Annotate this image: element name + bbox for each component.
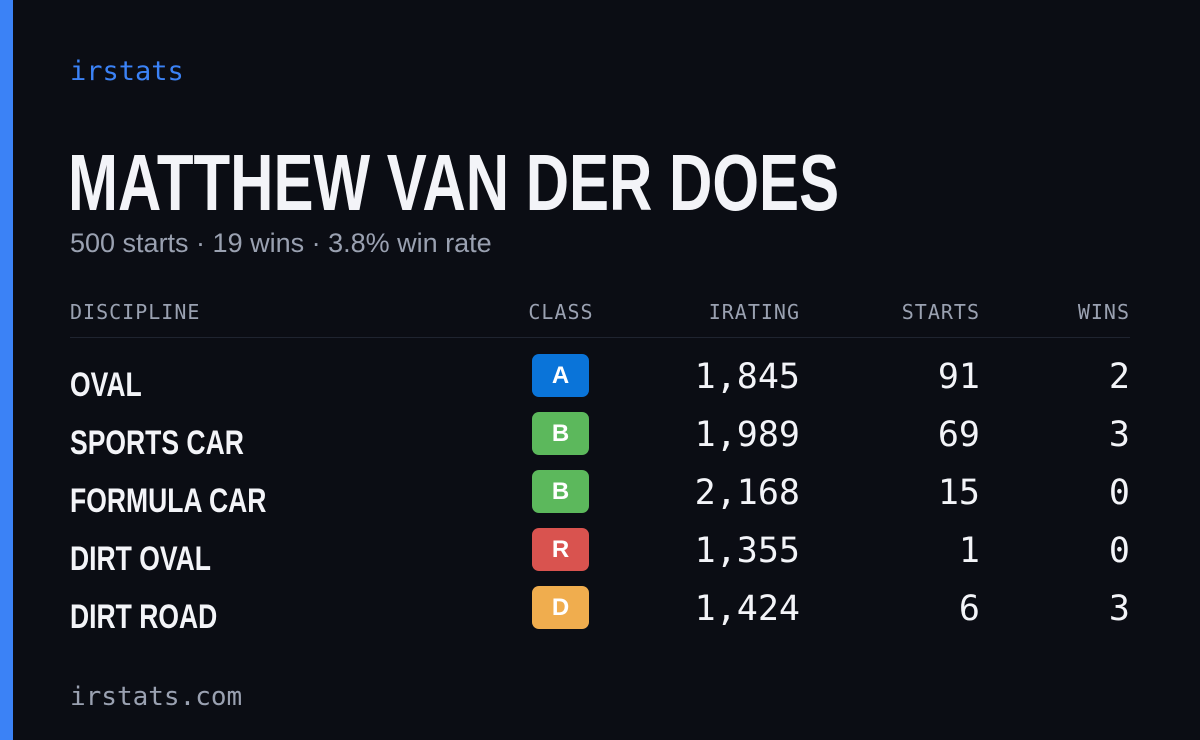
license-class-badge: B <box>532 412 589 455</box>
starts-value: 15 <box>937 473 980 513</box>
discipline-name: FORMULA CAR <box>70 482 267 520</box>
player-name: MATTHEW VAN DER DOES <box>68 138 840 227</box>
discipline-name: DIRT OVAL <box>70 540 211 578</box>
irating-value: 1,845 <box>694 357 800 397</box>
starts-value: 69 <box>937 415 980 455</box>
table-header: DISCIPLINE CLASS IRATING STARTS WINS <box>70 300 1130 338</box>
irating-value: 1,989 <box>694 415 800 455</box>
irating-value: 2,168 <box>694 473 800 513</box>
discipline-name: DIRT ROAD <box>70 598 218 636</box>
footer-url: irstats.com <box>70 682 243 712</box>
column-header-wins: WINS <box>1077 300 1130 324</box>
career-summary: 500 starts · 19 wins · 3.8% win rate <box>70 228 492 258</box>
discipline-table: OVAL A 1,845 91 2 SPORTS CAR B 1,989 69 … <box>70 353 1130 643</box>
starts-value: 91 <box>937 357 980 397</box>
irating-value: 1,355 <box>694 531 800 571</box>
wins-value: 3 <box>1108 415 1130 455</box>
wins-value: 0 <box>1108 473 1130 513</box>
table-row: FORMULA CAR B 2,168 15 0 <box>70 469 1130 527</box>
table-row: DIRT OVAL R 1,355 1 0 <box>70 527 1130 585</box>
table-row: SPORTS CAR B 1,989 69 3 <box>70 411 1130 469</box>
starts-value: 1 <box>958 531 980 571</box>
wins-value: 0 <box>1108 531 1130 571</box>
accent-bar <box>0 0 13 740</box>
wins-value: 3 <box>1108 589 1130 629</box>
column-header-irating: IRATING <box>708 300 800 324</box>
table-row: OVAL A 1,845 91 2 <box>70 353 1130 411</box>
brand-logo-text: irstats <box>70 56 184 87</box>
license-class-badge: R <box>532 528 589 571</box>
license-class-badge: A <box>532 354 589 397</box>
table-row: DIRT ROAD D 1,424 6 3 <box>70 585 1130 643</box>
discipline-name: SPORTS CAR <box>70 424 244 462</box>
wins-value: 2 <box>1108 357 1130 397</box>
discipline-name: OVAL <box>70 366 142 404</box>
irating-value: 1,424 <box>694 589 800 629</box>
license-class-badge: D <box>532 586 589 629</box>
license-class-badge: B <box>532 470 589 513</box>
column-header-starts: STARTS <box>901 300 980 324</box>
column-header-discipline: DISCIPLINE <box>70 300 201 324</box>
starts-value: 6 <box>958 589 980 629</box>
column-header-class: CLASS <box>528 300 594 324</box>
